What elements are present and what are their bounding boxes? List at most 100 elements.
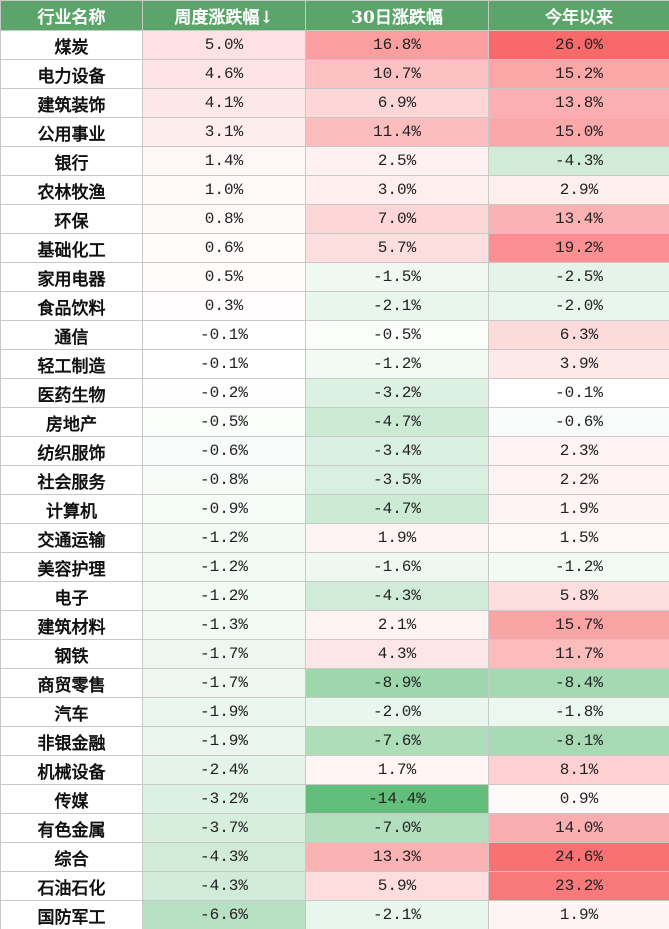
- value-cell: 1.9%: [488, 494, 669, 524]
- row: 商贸零售 -1.7% -8.9% -8.4%: [0, 668, 669, 698]
- industry-name: 基础化工: [0, 233, 143, 263]
- row: 银行 1.4% 2.5% -4.3%: [0, 146, 669, 176]
- value-cell: 2.1%: [305, 610, 489, 640]
- value-cell: -3.2%: [142, 784, 306, 814]
- value-cell: -7.6%: [305, 726, 489, 756]
- value-cell: -2.0%: [488, 291, 669, 321]
- row: 计算机 -0.9% -4.7% 1.9%: [0, 494, 669, 524]
- value-cell: 13.4%: [488, 204, 669, 234]
- value-cell: 6.9%: [305, 88, 489, 118]
- value-cell: -6.6%: [142, 900, 306, 929]
- value-cell: 4.1%: [142, 88, 306, 118]
- value-cell: -1.2%: [142, 523, 306, 553]
- industry-name: 房地产: [0, 407, 143, 437]
- value-cell: 0.5%: [142, 262, 306, 292]
- row: 纺织服饰 -0.6% -3.4% 2.3%: [0, 436, 669, 466]
- value-cell: 15.2%: [488, 59, 669, 89]
- header-row: 行业名称 周度涨跌幅↓ 30日涨跌幅 今年以来: [0, 0, 669, 31]
- value-cell: -0.6%: [488, 407, 669, 437]
- value-cell: 0.9%: [488, 784, 669, 814]
- value-cell: 0.6%: [142, 233, 306, 263]
- row: 电子 -1.2% -4.3% 5.8%: [0, 581, 669, 611]
- row: 公用事业 3.1% 11.4% 15.0%: [0, 117, 669, 147]
- value-cell: -8.1%: [488, 726, 669, 756]
- industry-name: 美容护理: [0, 552, 143, 582]
- row: 电力设备 4.6% 10.7% 15.2%: [0, 59, 669, 89]
- value-cell: -0.8%: [142, 465, 306, 495]
- value-cell: 2.3%: [488, 436, 669, 466]
- row: 汽车 -1.9% -2.0% -1.8%: [0, 697, 669, 727]
- header-cell: 周度涨跌幅↓: [142, 0, 306, 31]
- row: 建筑材料 -1.3% 2.1% 15.7%: [0, 610, 669, 640]
- value-cell: 11.7%: [488, 639, 669, 669]
- value-cell: 2.2%: [488, 465, 669, 495]
- row: 家用电器 0.5% -1.5% -2.5%: [0, 262, 669, 292]
- industry-name: 交通运输: [0, 523, 143, 553]
- industry-name: 医药生物: [0, 378, 143, 408]
- row: 美容护理 -1.2% -1.6% -1.2%: [0, 552, 669, 582]
- industry-name: 纺织服饰: [0, 436, 143, 466]
- value-cell: -3.2%: [305, 378, 489, 408]
- value-cell: 0.8%: [142, 204, 306, 234]
- value-cell: -1.2%: [488, 552, 669, 582]
- value-cell: 10.7%: [305, 59, 489, 89]
- row: 传媒 -3.2% -14.4% 0.9%: [0, 784, 669, 814]
- value-cell: 1.9%: [305, 523, 489, 553]
- value-cell: 26.0%: [488, 30, 669, 60]
- value-cell: -1.2%: [142, 581, 306, 611]
- industry-name: 食品饮料: [0, 291, 143, 321]
- value-cell: 5.0%: [142, 30, 306, 60]
- industry-name: 煤炭: [0, 30, 143, 60]
- value-cell: -3.4%: [305, 436, 489, 466]
- value-cell: -0.1%: [488, 378, 669, 408]
- value-cell: -1.7%: [142, 639, 306, 669]
- header-cell: 今年以来: [488, 0, 669, 31]
- value-cell: 2.5%: [305, 146, 489, 176]
- industry-name: 公用事业: [0, 117, 143, 147]
- row: 石油石化 -4.3% 5.9% 23.2%: [0, 871, 669, 901]
- industry-name: 有色金属: [0, 813, 143, 843]
- industry-name: 电子: [0, 581, 143, 611]
- value-cell: -4.3%: [488, 146, 669, 176]
- value-cell: 19.2%: [488, 233, 669, 263]
- row: 社会服务 -0.8% -3.5% 2.2%: [0, 465, 669, 495]
- value-cell: -3.7%: [142, 813, 306, 843]
- value-cell: -1.2%: [142, 552, 306, 582]
- value-cell: 5.9%: [305, 871, 489, 901]
- industry-name: 综合: [0, 842, 143, 872]
- header-cell: 行业名称: [0, 0, 143, 31]
- value-cell: -0.5%: [142, 407, 306, 437]
- industry-name: 汽车: [0, 697, 143, 727]
- value-cell: -2.4%: [142, 755, 306, 785]
- value-cell: -14.4%: [305, 784, 489, 814]
- value-cell: -1.2%: [305, 349, 489, 379]
- value-cell: -1.9%: [142, 697, 306, 727]
- value-cell: -1.6%: [305, 552, 489, 582]
- value-cell: -2.5%: [488, 262, 669, 292]
- row: 基础化工 0.6% 5.7% 19.2%: [0, 233, 669, 263]
- value-cell: 1.4%: [142, 146, 306, 176]
- value-cell: 8.1%: [488, 755, 669, 785]
- industry-name: 建筑材料: [0, 610, 143, 640]
- value-cell: -4.7%: [305, 407, 489, 437]
- value-cell: -0.9%: [142, 494, 306, 524]
- value-cell: 4.6%: [142, 59, 306, 89]
- value-cell: 13.3%: [305, 842, 489, 872]
- value-cell: 1.7%: [305, 755, 489, 785]
- value-cell: 3.0%: [305, 175, 489, 205]
- row: 国防军工 -6.6% -2.1% 1.9%: [0, 900, 669, 929]
- value-cell: -0.2%: [142, 378, 306, 408]
- value-cell: 16.8%: [305, 30, 489, 60]
- industry-name: 电力设备: [0, 59, 143, 89]
- value-cell: -2.0%: [305, 697, 489, 727]
- row: 医药生物 -0.2% -3.2% -0.1%: [0, 378, 669, 408]
- value-cell: 24.6%: [488, 842, 669, 872]
- value-cell: -2.1%: [305, 900, 489, 929]
- industry-name: 银行: [0, 146, 143, 176]
- value-cell: -0.1%: [142, 320, 306, 350]
- row: 综合 -4.3% 13.3% 24.6%: [0, 842, 669, 872]
- row: 轻工制造 -0.1% -1.2% 3.9%: [0, 349, 669, 379]
- industry-name: 机械设备: [0, 755, 143, 785]
